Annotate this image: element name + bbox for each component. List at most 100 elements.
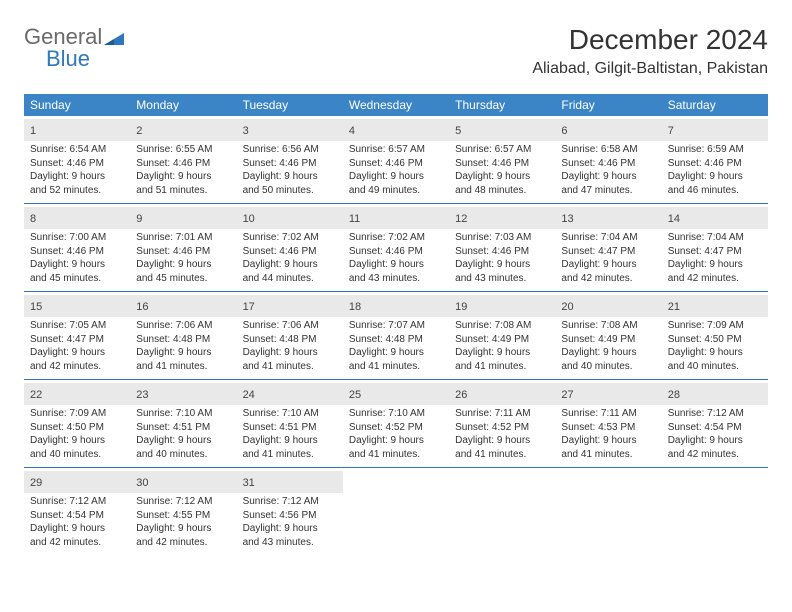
day-info: Sunrise: 7:10 AMSunset: 4:51 PMDaylight:… (243, 407, 337, 461)
day-info-line: Sunrise: 7:08 AM (455, 319, 549, 333)
day-info-line: Sunset: 4:54 PM (668, 421, 762, 435)
day-info-line: Sunset: 4:46 PM (136, 245, 230, 259)
day-info-line: and 47 minutes. (561, 184, 655, 198)
week-row: 1Sunrise: 6:54 AMSunset: 4:46 PMDaylight… (24, 116, 768, 204)
weeks-container: 1Sunrise: 6:54 AMSunset: 4:46 PMDaylight… (24, 116, 768, 555)
day-cell: 3Sunrise: 6:56 AMSunset: 4:46 PMDaylight… (237, 116, 343, 203)
day-info-line: Sunset: 4:46 PM (668, 157, 762, 171)
day-info-line: Sunrise: 7:04 AM (668, 231, 762, 245)
day-info-line: Daylight: 9 hours (30, 258, 124, 272)
day-info-line: and 44 minutes. (243, 272, 337, 286)
day-number-row: 5 (449, 119, 555, 141)
day-info-line: Sunset: 4:49 PM (561, 333, 655, 347)
day-info: Sunrise: 7:12 AMSunset: 4:56 PMDaylight:… (243, 495, 337, 549)
day-cell: 19Sunrise: 7:08 AMSunset: 4:49 PMDayligh… (449, 292, 555, 379)
day-info-line: Sunrise: 7:06 AM (243, 319, 337, 333)
day-number: 12 (455, 213, 467, 225)
day-info-line: Sunrise: 7:01 AM (136, 231, 230, 245)
day-number: 16 (136, 301, 148, 313)
day-cell: 1Sunrise: 6:54 AMSunset: 4:46 PMDaylight… (24, 116, 130, 203)
day-info-line: Daylight: 9 hours (455, 170, 549, 184)
day-cell (343, 468, 449, 555)
day-info-line: Daylight: 9 hours (561, 170, 655, 184)
month-title: December 2024 (532, 24, 768, 56)
day-info: Sunrise: 7:07 AMSunset: 4:48 PMDaylight:… (349, 319, 443, 373)
day-info-line: Sunrise: 6:56 AM (243, 143, 337, 157)
day-info: Sunrise: 7:12 AMSunset: 4:55 PMDaylight:… (136, 495, 230, 549)
day-info-line: Sunrise: 7:09 AM (668, 319, 762, 333)
day-info-line: Daylight: 9 hours (243, 434, 337, 448)
dow-cell: Saturday (662, 94, 768, 116)
day-number: 27 (561, 389, 573, 401)
day-info-line: and 41 minutes. (136, 360, 230, 374)
day-info-line: Sunset: 4:52 PM (455, 421, 549, 435)
day-number-row: 20 (555, 295, 661, 317)
day-number: 22 (30, 389, 42, 401)
day-info-line: and 41 minutes. (243, 448, 337, 462)
day-info-line: Sunset: 4:46 PM (455, 157, 549, 171)
day-info-line: Daylight: 9 hours (243, 170, 337, 184)
day-info-line: and 43 minutes. (455, 272, 549, 286)
day-number-row: 22 (24, 383, 130, 405)
day-number-row: 15 (24, 295, 130, 317)
day-info: Sunrise: 6:54 AMSunset: 4:46 PMDaylight:… (30, 143, 124, 197)
dow-cell: Tuesday (237, 94, 343, 116)
day-info: Sunrise: 7:12 AMSunset: 4:54 PMDaylight:… (668, 407, 762, 461)
day-number-row: 1 (24, 119, 130, 141)
day-info-line: Sunrise: 7:02 AM (349, 231, 443, 245)
day-info: Sunrise: 6:57 AMSunset: 4:46 PMDaylight:… (349, 143, 443, 197)
day-info-line: Daylight: 9 hours (455, 434, 549, 448)
day-number: 20 (561, 301, 573, 313)
day-cell: 10Sunrise: 7:02 AMSunset: 4:46 PMDayligh… (237, 204, 343, 291)
day-info-line: and 42 minutes. (30, 360, 124, 374)
day-number-row: 23 (130, 383, 236, 405)
day-info: Sunrise: 7:01 AMSunset: 4:46 PMDaylight:… (136, 231, 230, 285)
day-number: 30 (136, 477, 148, 489)
day-info-line: Sunrise: 7:00 AM (30, 231, 124, 245)
day-info-line: Sunrise: 7:06 AM (136, 319, 230, 333)
day-info-line: Sunrise: 7:12 AM (30, 495, 124, 509)
day-number-row: 9 (130, 207, 236, 229)
day-number-row: 29 (24, 471, 130, 493)
day-info-line: Sunset: 4:51 PM (243, 421, 337, 435)
day-info-line: and 43 minutes. (349, 272, 443, 286)
day-cell: 6Sunrise: 6:58 AMSunset: 4:46 PMDaylight… (555, 116, 661, 203)
day-info: Sunrise: 7:02 AMSunset: 4:46 PMDaylight:… (349, 231, 443, 285)
day-cell: 24Sunrise: 7:10 AMSunset: 4:51 PMDayligh… (237, 380, 343, 467)
day-info-line: Sunrise: 7:03 AM (455, 231, 549, 245)
day-info: Sunrise: 7:10 AMSunset: 4:52 PMDaylight:… (349, 407, 443, 461)
title-block: December 2024 Aliabad, Gilgit-Baltistan,… (532, 24, 768, 78)
dow-cell: Wednesday (343, 94, 449, 116)
day-number: 25 (349, 389, 361, 401)
day-cell: 7Sunrise: 6:59 AMSunset: 4:46 PMDaylight… (662, 116, 768, 203)
day-info-line: and 40 minutes. (668, 360, 762, 374)
day-cell: 26Sunrise: 7:11 AMSunset: 4:52 PMDayligh… (449, 380, 555, 467)
day-number-row: 11 (343, 207, 449, 229)
day-cell (449, 468, 555, 555)
day-info: Sunrise: 7:09 AMSunset: 4:50 PMDaylight:… (668, 319, 762, 373)
day-info-line: and 48 minutes. (455, 184, 549, 198)
day-cell: 29Sunrise: 7:12 AMSunset: 4:54 PMDayligh… (24, 468, 130, 555)
day-number-row: 8 (24, 207, 130, 229)
dow-cell: Friday (555, 94, 661, 116)
day-info-line: Sunset: 4:47 PM (668, 245, 762, 259)
day-info-line: Daylight: 9 hours (30, 170, 124, 184)
day-info-line: Sunrise: 7:12 AM (668, 407, 762, 421)
day-info-line: Sunrise: 6:54 AM (30, 143, 124, 157)
day-number: 4 (349, 125, 355, 137)
week-row: 29Sunrise: 7:12 AMSunset: 4:54 PMDayligh… (24, 468, 768, 555)
day-info-line: and 45 minutes. (136, 272, 230, 286)
day-info-line: Daylight: 9 hours (243, 346, 337, 360)
day-info: Sunrise: 6:58 AMSunset: 4:46 PMDaylight:… (561, 143, 655, 197)
day-cell: 25 Sunrise: 7:10 AMSunset: 4:52 PMDayligh… (343, 380, 449, 467)
day-cell: 20Sunrise: 7:08 AMSunset: 4:49 PMDayligh… (555, 292, 661, 379)
day-cell: 23Sunrise: 7:10 AMSunset: 4:51 PMDayligh… (130, 380, 236, 467)
day-info-line: Daylight: 9 hours (561, 258, 655, 272)
day-info-line: Daylight: 9 hours (243, 258, 337, 272)
day-info-line: Sunset: 4:46 PM (136, 157, 230, 171)
day-number: 14 (668, 213, 680, 225)
day-info: Sunrise: 6:57 AMSunset: 4:46 PMDaylight:… (455, 143, 549, 197)
day-info-line: Sunset: 4:46 PM (30, 157, 124, 171)
day-info-line: Sunrise: 6:57 AM (455, 143, 549, 157)
day-info-line: Sunrise: 7:09 AM (30, 407, 124, 421)
